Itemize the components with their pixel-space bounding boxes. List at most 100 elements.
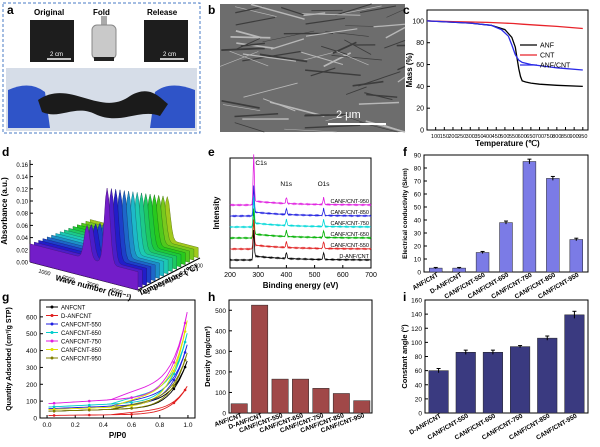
sem-fiber <box>262 98 296 112</box>
bar <box>510 346 531 414</box>
legend-marker <box>50 331 54 334</box>
x-tick-label: 500 <box>500 134 509 140</box>
isotherm-marker <box>130 401 133 404</box>
bar <box>499 222 513 273</box>
label-release: Release <box>147 8 178 17</box>
bar <box>564 314 585 414</box>
y-tick-label: 100 <box>412 18 424 25</box>
legend-label: ANF <box>540 43 554 50</box>
isotherm-marker <box>172 387 176 391</box>
panel-letter-i: i <box>403 290 406 304</box>
series-label: CANF/CNT-750 <box>330 221 369 227</box>
series-line <box>229 197 372 229</box>
y-tick-label: 20 <box>416 106 424 113</box>
x-tick-label: 450 <box>492 134 501 140</box>
x-tick-label: 1000 <box>38 269 51 278</box>
sem-fiber <box>305 69 361 77</box>
legend-label: CANFCNT-850 <box>61 348 102 354</box>
sem-fiber <box>331 55 382 61</box>
x-tick-label: 850 <box>561 134 570 140</box>
y-tick-label: 140 <box>411 312 422 319</box>
x-tick-label: 200 <box>224 272 236 279</box>
y-axis-label: Quantity Adsorbed (cm³/g STP) <box>6 307 13 411</box>
sem-fiber <box>281 6 304 16</box>
y-tick-label: 10 <box>414 257 422 264</box>
series-line-anf-cnt <box>426 20 583 71</box>
x-tick-label: 950 <box>578 134 587 140</box>
legend-label: CANFCNT-950 <box>61 356 102 362</box>
x-tick-label: 100 <box>431 134 440 140</box>
x-tick-label: 0.8 <box>155 422 164 429</box>
sem-fiber <box>234 122 265 133</box>
y-tick-label: 50 <box>414 205 422 212</box>
legend-label: CANFCNT-550 <box>61 322 102 328</box>
weight <box>91 24 117 60</box>
annotation-n1s: N1s <box>280 181 292 188</box>
sem-fiber <box>242 53 297 62</box>
y-tick-label: 90 <box>414 153 422 160</box>
x-tick-label: 1.0 <box>183 422 192 429</box>
legend-marker <box>50 314 54 317</box>
x-axis-label: Temperature (℃) <box>475 139 540 148</box>
isotherm-marker <box>52 414 56 417</box>
axes-frame <box>39 299 196 419</box>
sem-fiber <box>240 42 265 47</box>
sem-fiber <box>397 76 406 83</box>
z-tick-label: 100 <box>142 290 151 296</box>
isotherm-marker <box>130 413 133 416</box>
sem-image <box>220 4 405 132</box>
x-tick-label: 200 <box>448 134 457 140</box>
y-axis-label: Constant angle (°) <box>400 324 409 389</box>
y-tick-label: 0.10 <box>16 200 28 206</box>
axes-frame <box>229 157 372 269</box>
x-tick-label: 0.2 <box>71 422 80 429</box>
isotherm-line <box>48 352 188 412</box>
y-axis-label: Intensity <box>212 196 221 229</box>
legend-label: CANFCNT-750 <box>61 339 102 345</box>
y-axis-label: Mass (%) <box>405 52 414 87</box>
series-line <box>229 229 372 262</box>
isotherm-marker <box>172 372 176 376</box>
isotherm-marker <box>172 401 176 405</box>
sem-fiber <box>259 53 308 63</box>
isotherm-marker <box>172 378 176 382</box>
y-tick-label: 160 <box>411 298 422 305</box>
sem-fiber <box>321 45 348 55</box>
sem-fiber <box>383 124 406 133</box>
weight-knob <box>101 16 107 26</box>
x-axis-label: Binding energy (eV) <box>263 281 339 290</box>
label-fold: Fold <box>93 8 110 17</box>
y-tick-label: 100 <box>215 390 226 397</box>
sem-scale-label: 2 μm <box>336 109 361 121</box>
isotherm-marker <box>172 369 176 373</box>
isotherm-marker <box>52 405 56 409</box>
y-tick-label: 300 <box>26 365 37 372</box>
y-tick-label: 80 <box>414 166 422 173</box>
bar <box>251 304 269 414</box>
isotherm-line <box>48 333 188 408</box>
x-tick-label: 0.0 <box>43 422 52 429</box>
z-tick-label: 500 <box>172 275 181 281</box>
release-film <box>144 20 188 62</box>
y-tick-label: 40 <box>415 382 423 389</box>
sem-fiber <box>236 38 260 50</box>
z-tick-label: 600 <box>180 271 189 277</box>
panel-letter-a: a <box>7 3 14 17</box>
y-tick-label: 0.12 <box>16 187 28 193</box>
sem-fiber <box>304 124 361 129</box>
sem-fiber <box>305 17 345 25</box>
sem-fiber <box>235 6 263 14</box>
bar <box>522 161 537 273</box>
isotherm-marker <box>52 401 56 405</box>
y-tick-label: 80 <box>415 354 423 361</box>
isotherm-marker <box>172 361 176 364</box>
bar <box>455 352 476 414</box>
series-label: CANF/CNT-850 <box>330 210 369 216</box>
legend-marker <box>50 322 54 326</box>
bar <box>569 239 583 273</box>
z-tick-label: 800 <box>195 263 204 269</box>
y-axis-label: Absorbance (a.u.) <box>0 177 9 245</box>
scale-label-right: 2 cm <box>163 52 176 58</box>
